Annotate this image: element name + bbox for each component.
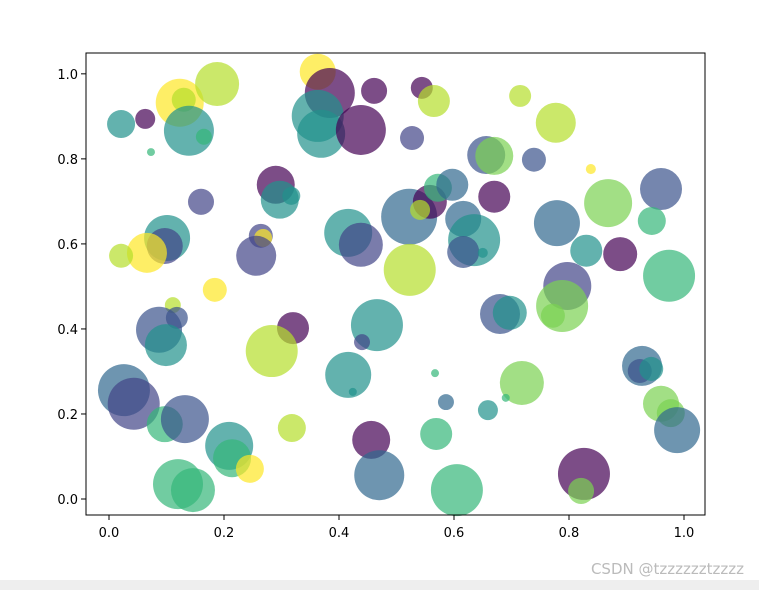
bubble — [521, 147, 546, 172]
bubble — [584, 179, 633, 228]
bubble — [477, 400, 498, 421]
axes-frame — [85, 52, 706, 516]
bubble — [126, 232, 167, 273]
bubble — [146, 148, 155, 157]
bubble — [144, 324, 187, 367]
bubble — [477, 247, 488, 258]
bubble — [170, 468, 215, 513]
bubble — [654, 407, 701, 454]
bubble — [400, 126, 425, 151]
bubble — [348, 387, 357, 396]
bubble — [501, 393, 510, 402]
bubble — [570, 234, 603, 267]
bubble — [637, 206, 666, 235]
bubble — [536, 279, 589, 332]
bubble — [568, 477, 595, 504]
bubble — [236, 235, 277, 276]
watermark: CSDN @tzzzzzztzzzz — [591, 560, 744, 578]
bubble — [643, 249, 696, 302]
y-tick-label: 0.6 — [57, 238, 78, 253]
bubble — [245, 325, 298, 378]
bubble — [160, 395, 209, 444]
bubble — [603, 237, 638, 272]
bubble — [202, 277, 227, 302]
y-tick-label: 0.2 — [57, 408, 78, 423]
bubble — [639, 356, 664, 381]
bubble — [585, 164, 596, 175]
bubble — [352, 420, 391, 459]
bubble — [354, 450, 405, 501]
toolbar — [0, 580, 759, 590]
bubble — [478, 180, 511, 213]
bubble — [383, 243, 436, 296]
y-tick-label: 0.8 — [57, 153, 78, 168]
bubble — [361, 77, 388, 104]
bubble — [431, 369, 440, 378]
bubble — [509, 84, 532, 107]
x-tick-label: 0.0 — [99, 526, 120, 541]
bubble — [535, 102, 576, 143]
y-tick-label: 0.0 — [57, 493, 78, 508]
bubble — [420, 417, 453, 450]
bubble — [533, 200, 580, 247]
bubble — [109, 243, 134, 268]
bubble — [335, 104, 386, 155]
bubble — [354, 334, 370, 351]
bubble — [447, 235, 480, 268]
bubble — [187, 188, 215, 215]
bubble — [417, 85, 450, 118]
bubble — [437, 394, 454, 411]
bubble — [499, 360, 544, 405]
bubble — [540, 303, 565, 328]
bubble — [338, 222, 383, 267]
plot-area — [97, 53, 701, 517]
bubble — [325, 351, 372, 398]
bubble — [430, 464, 483, 517]
bubble — [492, 295, 527, 330]
bubble — [475, 136, 514, 175]
bubble — [107, 377, 160, 430]
bubble — [235, 454, 264, 483]
x-tick-label: 1.0 — [674, 526, 695, 541]
bubble — [195, 62, 240, 107]
bubble — [297, 109, 346, 158]
x-tick-label: 0.4 — [329, 526, 350, 541]
bubble — [195, 128, 212, 145]
bubble — [135, 108, 156, 129]
x-tick-label: 0.2 — [214, 526, 235, 541]
y-tick-label: 1.0 — [57, 68, 78, 83]
bubble — [171, 87, 196, 112]
bubble — [107, 110, 136, 139]
y-tick-label: 0.4 — [57, 323, 78, 338]
bubble — [410, 199, 431, 220]
bubble — [277, 414, 306, 443]
x-tick-label: 0.8 — [559, 526, 580, 541]
x-tick-label: 0.6 — [444, 526, 465, 541]
bubble — [282, 186, 301, 205]
bubble — [436, 168, 469, 201]
bubble — [640, 168, 683, 211]
